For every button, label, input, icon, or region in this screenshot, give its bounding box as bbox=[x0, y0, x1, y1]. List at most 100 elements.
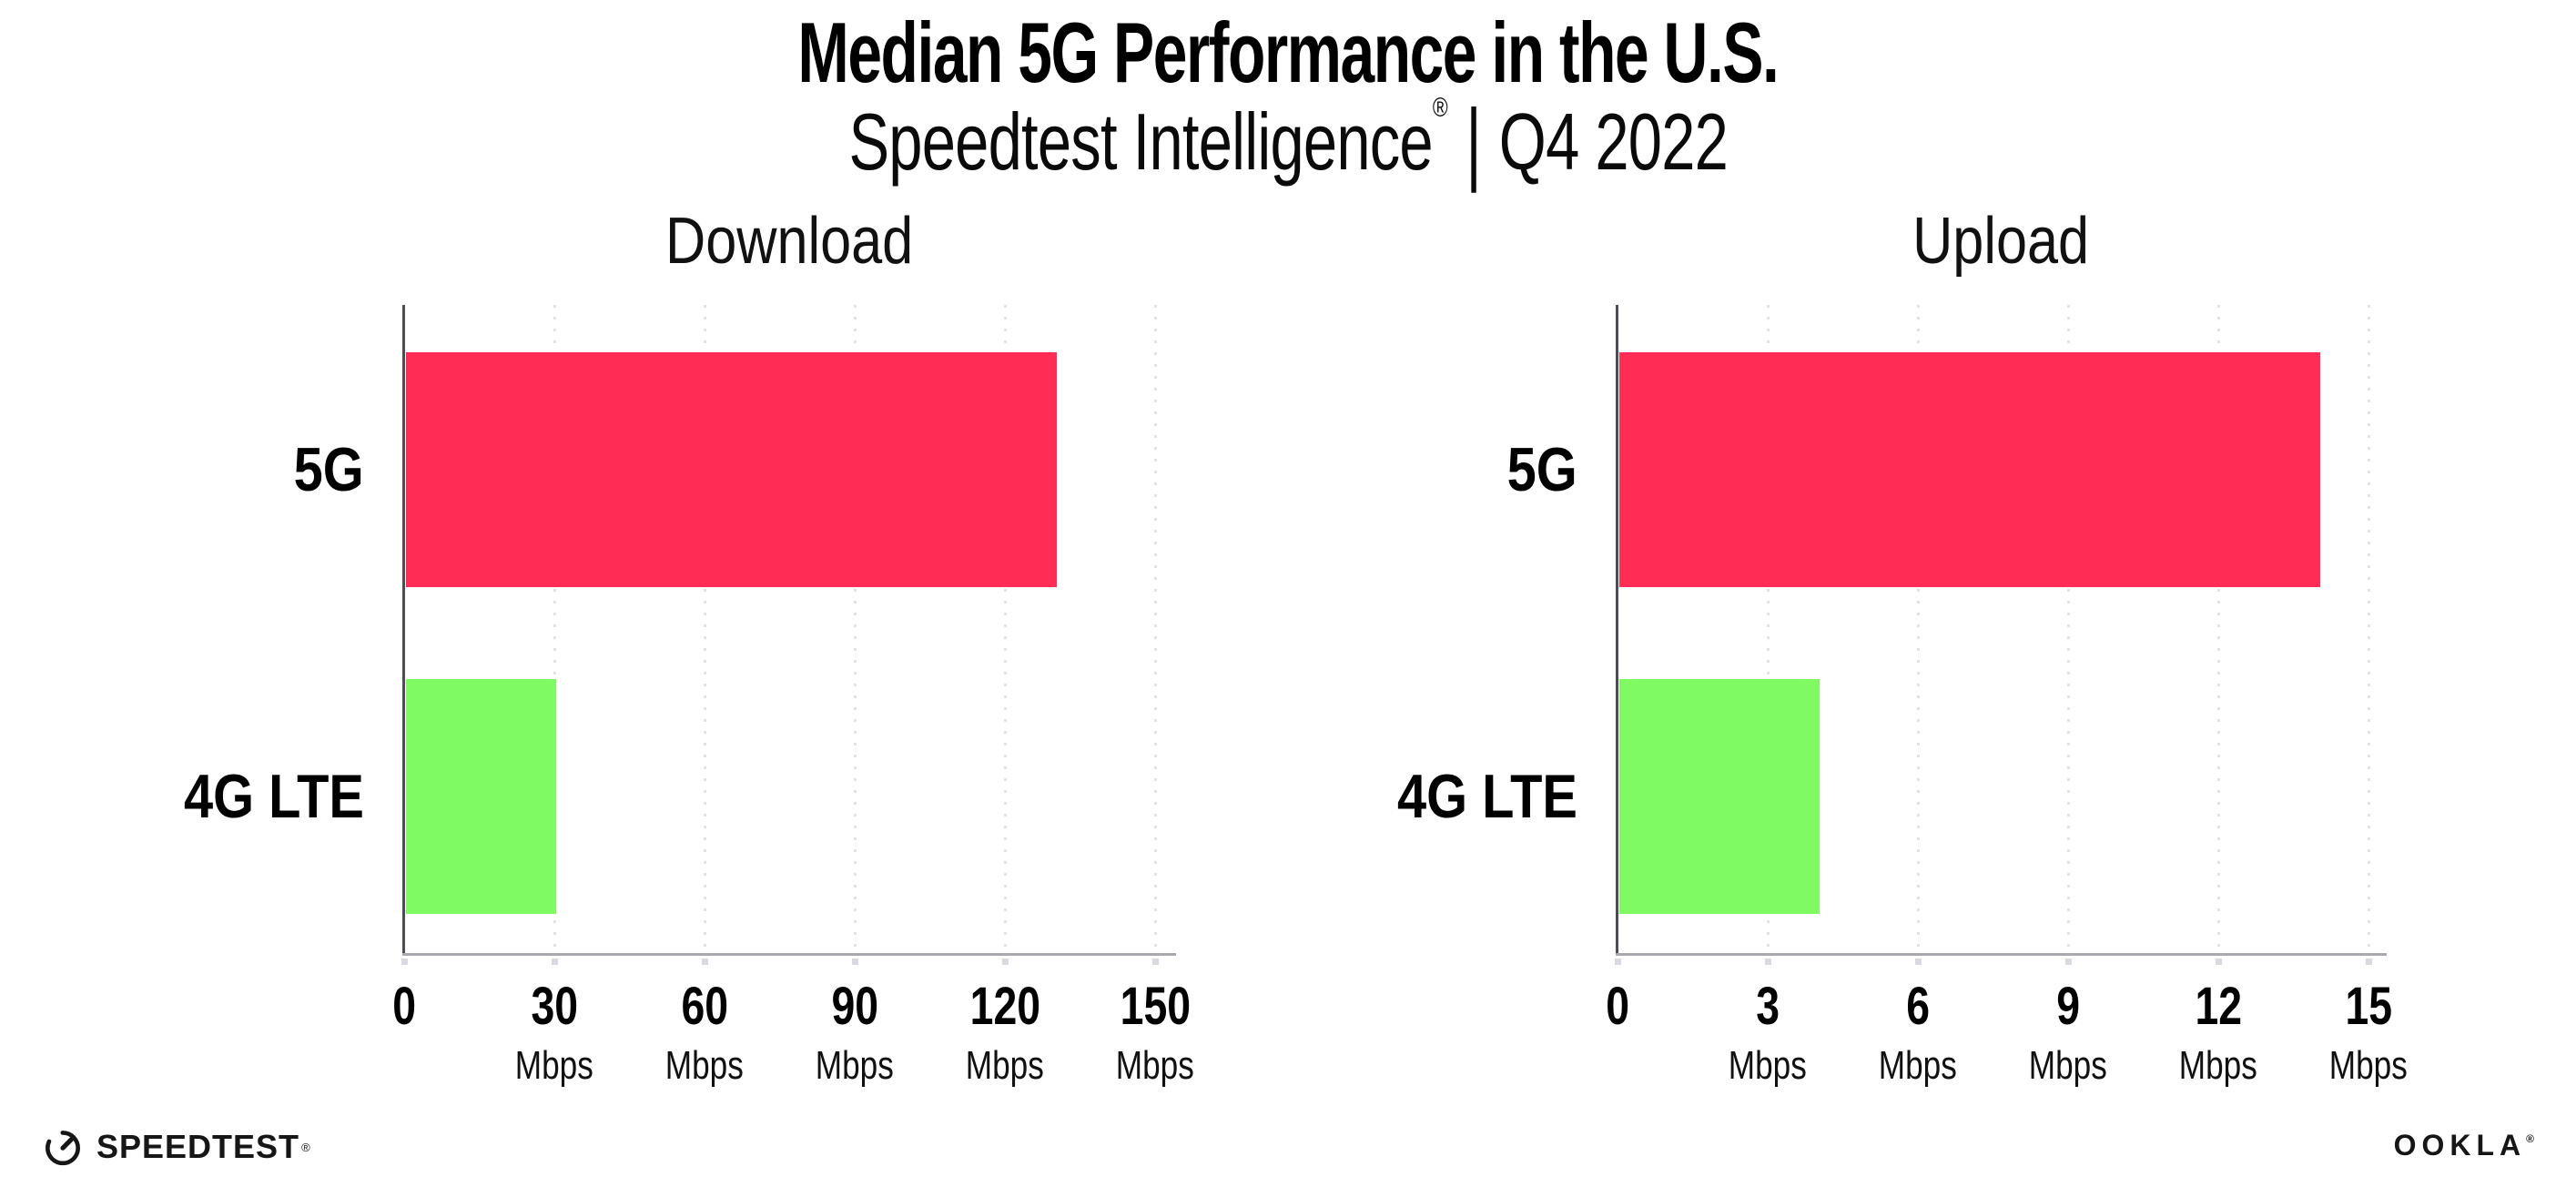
category-label-text: 4G LTE bbox=[1396, 762, 1577, 831]
x-tick-mark bbox=[552, 959, 558, 965]
gridline bbox=[1767, 305, 1770, 953]
subtitle-period: Q4 2022 bbox=[1498, 96, 1729, 187]
ookla-registered-icon: ® bbox=[2526, 1132, 2534, 1145]
x-tick-label-text: 12 bbox=[2195, 977, 2242, 1036]
gridline bbox=[854, 305, 857, 953]
page-subtitle: Speedtest Intelligence® | Q4 2022 bbox=[0, 90, 2576, 194]
x-tick-unit-text: Mbps bbox=[815, 1043, 895, 1088]
x-tick-label: 9 bbox=[1932, 976, 2205, 1037]
x-tick-unit-text: Mbps bbox=[2028, 1043, 2108, 1088]
x-tick-label-text: 0 bbox=[1606, 977, 1629, 1036]
category-label-text: 4G LTE bbox=[183, 762, 364, 831]
x-tick-label: 0 bbox=[1481, 976, 1754, 1037]
chart-title: Download bbox=[404, 204, 1174, 279]
x-tick-unit-text: Mbps bbox=[514, 1043, 594, 1088]
x-tick-unit-text: Mbps bbox=[1728, 1043, 1808, 1088]
x-tick-label: 30 bbox=[418, 976, 691, 1037]
x-tick-unit: Mbps bbox=[718, 1043, 991, 1089]
x-tick-unit-text: Mbps bbox=[2328, 1043, 2409, 1088]
subtitle-brand: Speedtest Intelligence bbox=[848, 96, 1433, 187]
x-tick-label-text: 30 bbox=[531, 977, 578, 1036]
x-tick-mark bbox=[1615, 959, 1621, 965]
x-tick-label: 60 bbox=[568, 976, 841, 1037]
x-tick-mark bbox=[852, 959, 858, 965]
x-tick-label-text: 120 bbox=[969, 977, 1040, 1036]
x-tick-unit-text: Mbps bbox=[965, 1043, 1045, 1088]
x-tick-label-text: 0 bbox=[392, 977, 416, 1036]
x-tick-unit: Mbps bbox=[868, 1043, 1141, 1089]
x-tick-unit: Mbps bbox=[1019, 1043, 1292, 1089]
x-tick-label-text: 15 bbox=[2345, 977, 2392, 1036]
chart-title-text: Upload bbox=[1912, 205, 2090, 278]
x-tick-unit-text: Mbps bbox=[1115, 1043, 1195, 1088]
subtitle-separator: | bbox=[1465, 89, 1481, 194]
x-tick-mark bbox=[401, 959, 408, 965]
bar-4g-lte bbox=[406, 679, 556, 914]
page-title: Median 5G Performance in the U.S. bbox=[0, 4, 2576, 102]
x-tick-label-text: 90 bbox=[831, 977, 878, 1036]
x-tick-unit: Mbps bbox=[1631, 1043, 1904, 1089]
gridline bbox=[553, 305, 556, 953]
gridline bbox=[2368, 305, 2370, 953]
speedometer-gauge-icon bbox=[46, 1131, 80, 1166]
x-tick-mark bbox=[1765, 959, 1771, 965]
speedtest-logo: SPEEDTEST ® bbox=[42, 1123, 310, 1171]
x-tick-label: 120 bbox=[868, 976, 1141, 1037]
x-tick-unit: Mbps bbox=[1781, 1043, 2054, 1089]
x-tick-label-text: 6 bbox=[1906, 977, 1930, 1036]
x-tick-label-text: 9 bbox=[2056, 977, 2080, 1036]
gridline bbox=[2217, 305, 2220, 953]
y-axis-line bbox=[1616, 305, 1618, 953]
bar-4g-lte bbox=[1619, 679, 1820, 914]
x-tick-unit: Mbps bbox=[568, 1043, 841, 1089]
category-label-text: 5G bbox=[1506, 435, 1577, 504]
category-label-5g: 5G bbox=[0, 429, 364, 511]
x-tick-label: 6 bbox=[1781, 976, 2054, 1037]
ookla-wordmark: OOKLA bbox=[2393, 1129, 2527, 1161]
x-tick-label: 15 bbox=[2232, 976, 2505, 1037]
x-tick-mark bbox=[1002, 959, 1009, 965]
bar-5g bbox=[406, 352, 1057, 587]
gridline bbox=[1004, 305, 1007, 953]
x-tick-mark bbox=[702, 959, 708, 965]
x-tick-label-text: 150 bbox=[1120, 977, 1191, 1036]
bar-5g bbox=[1619, 352, 2320, 587]
x-tick-label: 150 bbox=[1019, 976, 1292, 1037]
x-tick-unit: Mbps bbox=[1932, 1043, 2205, 1089]
x-tick-unit-text: Mbps bbox=[2178, 1043, 2258, 1088]
x-tick-label: 0 bbox=[268, 976, 541, 1037]
category-label-text: 5G bbox=[293, 435, 364, 504]
speedtest-registered-icon: ® bbox=[301, 1140, 310, 1154]
x-tick-mark bbox=[1915, 959, 1922, 965]
category-label-5g: 5G bbox=[1031, 429, 1577, 511]
chart-title-text: Download bbox=[664, 205, 914, 278]
x-tick-mark bbox=[1152, 959, 1159, 965]
x-tick-unit-text: Mbps bbox=[1878, 1043, 1958, 1088]
category-label-4g-lte: 4G LTE bbox=[1031, 756, 1577, 837]
y-axis-line bbox=[402, 305, 405, 953]
x-tick-label: 90 bbox=[718, 976, 991, 1037]
x-axis-line bbox=[402, 953, 1176, 956]
gridline bbox=[1154, 305, 1157, 953]
x-tick-label: 12 bbox=[2082, 976, 2355, 1037]
x-tick-unit: Mbps bbox=[2082, 1043, 2355, 1089]
x-tick-label-text: 60 bbox=[681, 977, 728, 1036]
x-tick-label-text: 3 bbox=[1756, 977, 1780, 1036]
speedtest-wordmark: SPEEDTEST bbox=[96, 1128, 300, 1165]
x-tick-mark bbox=[2216, 959, 2222, 965]
x-tick-unit: Mbps bbox=[2232, 1043, 2505, 1089]
x-tick-unit-text: Mbps bbox=[664, 1043, 745, 1088]
gridline bbox=[1917, 305, 1920, 953]
x-tick-mark bbox=[2366, 959, 2372, 965]
page-title-text: Median 5G Performance in the U.S. bbox=[797, 5, 1779, 100]
gridline bbox=[2067, 305, 2070, 953]
chart-title: Upload bbox=[1618, 204, 2385, 279]
x-tick-mark bbox=[2065, 959, 2072, 965]
page-subtitle-text: Speedtest Intelligence® | Q4 2022 bbox=[848, 90, 1729, 194]
category-label-4g-lte: 4G LTE bbox=[0, 756, 364, 837]
ookla-logo: OOKLA® bbox=[2394, 1129, 2534, 1162]
registered-trademark-icon: ® bbox=[1432, 93, 1448, 123]
x-tick-unit: Mbps bbox=[418, 1043, 691, 1089]
gridline bbox=[704, 305, 706, 953]
